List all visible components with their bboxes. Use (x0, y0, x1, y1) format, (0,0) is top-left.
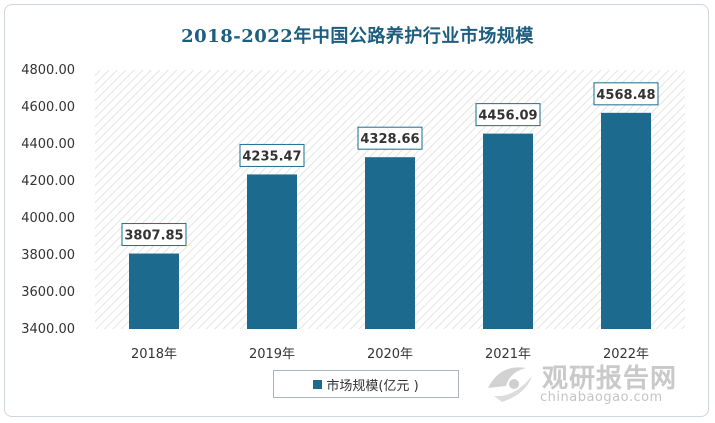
x-tick-label: 2018年 (131, 347, 177, 362)
chart-title: 2018-2022年中国公路养护行业市场规模 (181, 26, 534, 47)
legend-label: 市场规模(亿元 ) (326, 378, 419, 394)
x-tick-label: 2022年 (603, 347, 649, 362)
data-label: 4456.09 (478, 109, 537, 124)
bar (365, 157, 415, 329)
y-tick-label: 4400.00 (21, 137, 75, 152)
data-label: 4568.48 (596, 88, 655, 103)
y-tick-label: 4600.00 (21, 100, 75, 115)
watermark-brand: 观研报告网 (542, 364, 678, 394)
legend-swatch (313, 379, 323, 389)
y-tick-label: 3800.00 (21, 248, 75, 263)
x-tick-label: 2019年 (249, 347, 295, 362)
x-tick-label: 2021年 (485, 347, 531, 362)
watermark-logo-icon (488, 367, 532, 402)
x-tick-label: 2020年 (367, 347, 413, 362)
data-label-box (475, 103, 541, 127)
bar (601, 112, 651, 329)
data-label-box (357, 126, 423, 150)
bar (483, 133, 533, 329)
data-label: 4235.47 (242, 149, 301, 164)
bar (247, 174, 297, 329)
y-tick-label: 4200.00 (21, 174, 75, 189)
data-label-box (121, 223, 187, 247)
data-label: 3807.85 (124, 229, 183, 244)
y-tick-label: 3600.00 (21, 285, 75, 300)
y-tick-label: 4000.00 (21, 211, 75, 226)
watermark-site: chinabaogao.com (540, 390, 663, 405)
data-label-box (593, 82, 659, 106)
data-label: 4328.66 (360, 132, 419, 147)
y-tick-label: 3400.00 (21, 322, 75, 337)
watermark: 观研报告网 chinabaogao.com (480, 358, 700, 408)
bar (129, 253, 179, 329)
data-label-box (239, 143, 305, 167)
y-tick-label: 4800.00 (21, 63, 75, 78)
legend: 市场规模(亿元 ) (273, 370, 459, 398)
